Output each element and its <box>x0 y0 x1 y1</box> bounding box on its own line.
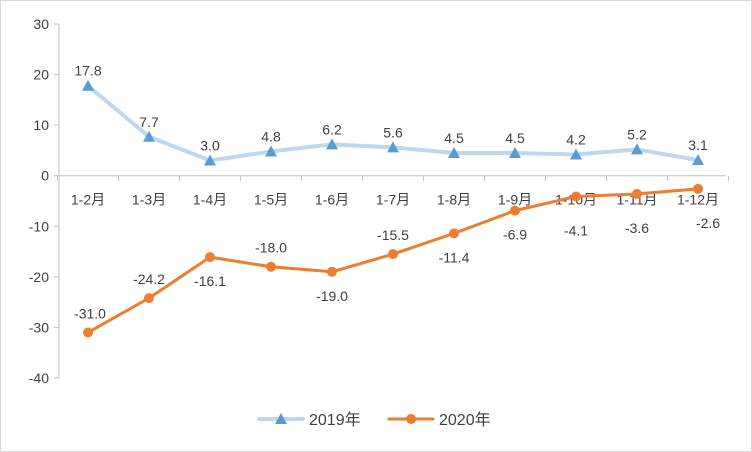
series-2-data-label: -2.6 <box>696 215 720 231</box>
series-2-point-marker <box>632 188 642 199</box>
series-1-data-label: 4.8 <box>261 128 281 144</box>
series-2-point-marker <box>693 183 703 194</box>
series-1-point-marker <box>143 130 155 142</box>
y-tick-label: 30 <box>33 16 49 32</box>
series-1-point-marker <box>692 154 704 166</box>
x-tick-label: 1-12月 <box>677 192 719 208</box>
legend-2019-label: 2019年 <box>309 411 361 429</box>
series-1-point-marker <box>326 138 338 150</box>
x-tick-label: 1-2月 <box>71 192 105 208</box>
series-2-data-label: -6.9 <box>503 227 527 243</box>
y-tick-label: 0 <box>41 168 49 184</box>
series-1-data-label: 5.2 <box>627 126 647 142</box>
series-2-point-marker <box>327 266 337 277</box>
x-tick-label: 1-6月 <box>315 192 349 208</box>
legend-2020-label: 2020年 <box>439 411 491 429</box>
y-tick-label: -10 <box>29 218 49 234</box>
series-2-point-marker <box>144 293 154 304</box>
series-2-point-marker <box>266 261 276 272</box>
series-1-data-label: 4.5 <box>505 130 525 146</box>
legend-2019-marker <box>275 413 287 424</box>
y-tick-label: -40 <box>29 370 49 386</box>
x-tick-label: 1-8月 <box>437 192 471 208</box>
x-tick-label: 1-3月 <box>132 192 166 208</box>
series-2-data-label: -11.4 <box>439 249 470 265</box>
series-1-data-label: 4.2 <box>566 131 586 147</box>
series-2-point-marker <box>449 228 459 239</box>
series-2-data-label: -15.5 <box>377 227 409 243</box>
series-1-point-marker <box>82 79 94 91</box>
x-tick-label: 1-7月 <box>376 192 410 208</box>
legend-2020-marker <box>406 414 416 424</box>
y-tick-label: -30 <box>29 319 49 335</box>
series-2-point-marker <box>83 327 93 338</box>
series-1-point-marker <box>265 145 277 157</box>
series-1-point-marker <box>448 146 460 158</box>
series-1-point-marker <box>570 148 582 160</box>
series-2-data-label: -18.0 <box>255 240 287 256</box>
series-2-data-label: -31.0 <box>74 305 106 321</box>
series-1-data-label: 3.1 <box>688 137 708 153</box>
series-2-data-label: -3.6 <box>625 220 649 236</box>
series-1-point-marker <box>509 146 521 158</box>
series-1-point-marker <box>387 141 399 153</box>
series-1-data-label: 7.7 <box>139 114 159 130</box>
series-2-point-marker <box>510 205 520 216</box>
series-line-2 <box>86 187 700 334</box>
y-tick-label: 10 <box>33 117 49 133</box>
y-tick-label: -20 <box>29 269 49 285</box>
x-tick-label: 1-5月 <box>254 192 288 208</box>
series-1-data-label: 4.5 <box>444 130 464 146</box>
series-2-point-marker <box>205 252 215 263</box>
series-1-point-marker <box>631 143 643 155</box>
series-2-data-label: -24.2 <box>133 271 165 287</box>
series-1-data-label: 5.6 <box>383 124 403 140</box>
series-2-point-marker <box>571 191 581 202</box>
series-2-data-label: -4.1 <box>564 222 588 238</box>
x-tick-label: 1-4月 <box>193 192 227 208</box>
y-tick-label: 20 <box>33 67 49 83</box>
series-2-data-label: -16.1 <box>194 273 226 289</box>
series-2-data-label: -19.0 <box>316 288 348 304</box>
series-1-data-label: 17.8 <box>74 63 101 79</box>
series-1-data-label: 6.2 <box>322 121 342 137</box>
series-2-point-marker <box>388 249 398 260</box>
x-tick-label: 1-9月 <box>498 192 532 208</box>
series-1-data-label: 3.0 <box>200 138 220 154</box>
series-1-point-marker <box>204 154 216 166</box>
